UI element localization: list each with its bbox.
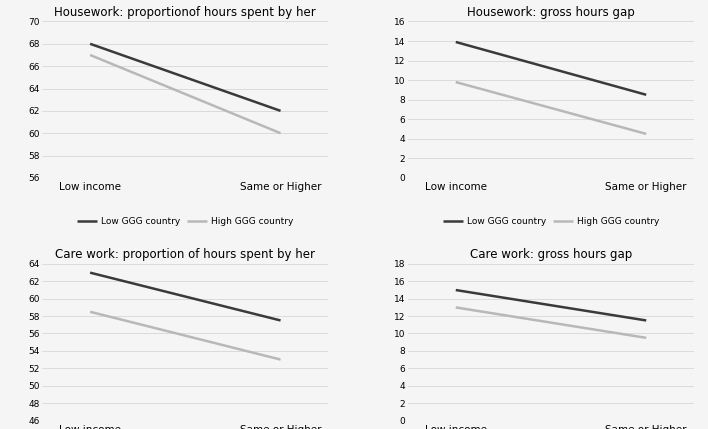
Line: Low GGG country: Low GGG country bbox=[456, 42, 646, 95]
Low GGG country bbox=[276, 108, 285, 113]
Line: High GGG country: High GGG country bbox=[90, 312, 280, 360]
Title: Housework: proportionof hours spent by her: Housework: proportionof hours spent by h… bbox=[55, 6, 316, 19]
Low GGG country bbox=[452, 39, 460, 45]
Line: Low GGG country: Low GGG country bbox=[456, 290, 646, 320]
High GGG country bbox=[452, 79, 460, 85]
Line: High GGG country: High GGG country bbox=[456, 308, 646, 338]
Line: High GGG country: High GGG country bbox=[90, 55, 280, 133]
High GGG country bbox=[276, 357, 285, 362]
Line: High GGG country: High GGG country bbox=[456, 82, 646, 134]
High GGG country bbox=[642, 131, 651, 136]
High GGG country bbox=[86, 309, 94, 314]
Low GGG country bbox=[276, 318, 285, 323]
High GGG country bbox=[276, 131, 285, 136]
Low GGG country bbox=[642, 318, 651, 323]
Line: Low GGG country: Low GGG country bbox=[90, 44, 280, 111]
Low GGG country bbox=[452, 287, 460, 293]
High GGG country bbox=[452, 305, 460, 310]
High GGG country bbox=[86, 52, 94, 57]
Low GGG country bbox=[86, 41, 94, 46]
Title: Care work: gross hours gap: Care work: gross hours gap bbox=[470, 248, 632, 261]
Legend: Low GGG country, High GGG country: Low GGG country, High GGG country bbox=[77, 217, 293, 226]
Title: Housework: gross hours gap: Housework: gross hours gap bbox=[467, 6, 635, 19]
High GGG country bbox=[642, 335, 651, 341]
Low GGG country bbox=[642, 92, 651, 97]
Line: Low GGG country: Low GGG country bbox=[90, 273, 280, 320]
Low GGG country bbox=[86, 270, 94, 275]
Legend: Low GGG country, High GGG country: Low GGG country, High GGG country bbox=[443, 217, 659, 226]
Title: Care work: proportion of hours spent by her: Care work: proportion of hours spent by … bbox=[55, 248, 315, 261]
